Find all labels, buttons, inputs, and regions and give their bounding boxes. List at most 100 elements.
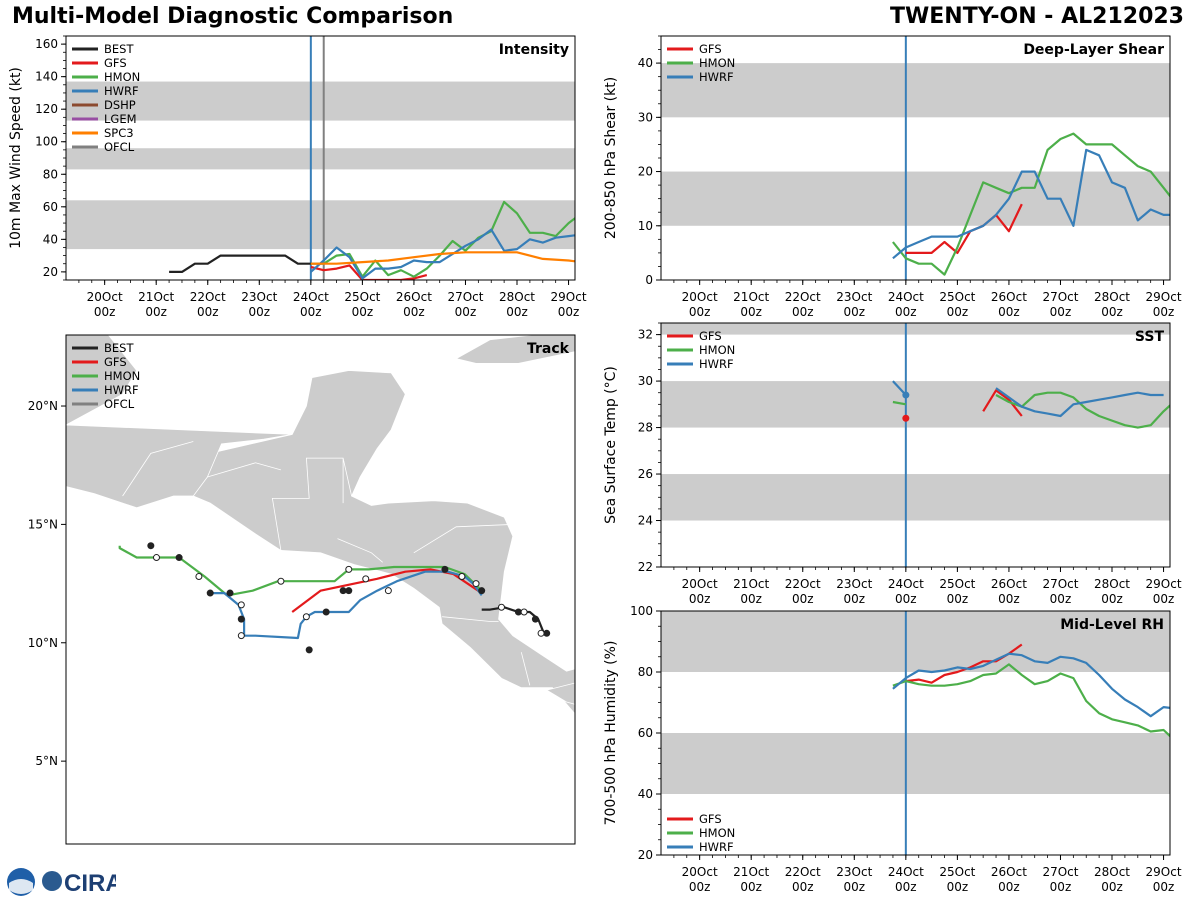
axes-frame-sst (660, 322, 1171, 568)
legend-label-intensity-hwrf: HWRF (104, 84, 139, 98)
x-tick-label-hour-intensity: 00z (249, 305, 271, 319)
x-tick-label-day-shear: 26Oct (991, 290, 1027, 304)
y-tick-label-intensity: 140 (35, 70, 58, 84)
x-tick-label-hour-rh: 00z (895, 880, 917, 894)
track-point-closed (441, 565, 449, 573)
x-tick-label-day-sst: 29Oct (1146, 577, 1182, 591)
x-tick-label-day-intensity: 25Oct (344, 290, 380, 304)
track-point-open (458, 572, 466, 580)
legend-label-shear-hmon: HMON (699, 56, 735, 70)
cira-logo-text: CIRA (64, 870, 116, 897)
y-axis-label-shear: 200-850 hPa Shear (kt) (603, 77, 619, 239)
x-tick-label-day-rh: 28Oct (1094, 865, 1130, 879)
x-tick-label-day-shear: 28Oct (1094, 290, 1130, 304)
track-point-open (520, 608, 528, 616)
plot-area-rh (661, 611, 1170, 855)
y-tick-label-intensity: 100 (35, 135, 58, 149)
x-tick-label-hour-sst: 00z (689, 592, 711, 606)
plot-area-sst (661, 323, 1170, 567)
legend-label-rh-hmon: HMON (699, 826, 735, 840)
lat-tick-label: 15°N (28, 517, 58, 531)
track-point-open (237, 601, 245, 609)
state-border-5 (520, 652, 531, 686)
y-tick-label-sst: 24 (638, 514, 653, 528)
x-tick-label-day-shear: 29Oct (1146, 290, 1182, 304)
x-tick-label-hour-rh: 00z (689, 880, 711, 894)
track-point-closed (175, 554, 183, 562)
y-tick-label-intensity: 40 (43, 232, 58, 246)
lat-tick-label: 20°N (28, 399, 58, 413)
band-sst-0 (661, 474, 1170, 521)
page-title: Multi-Model Diagnostic Comparison (12, 4, 454, 29)
x-tick-label-day-intensity: 24Oct (293, 290, 329, 304)
legend-label-shear-gfs: GFS (699, 42, 722, 56)
x-tick-label-day-shear: 25Oct (939, 290, 975, 304)
point-sst-gfs (902, 414, 910, 422)
track-point-closed (345, 587, 353, 595)
x-tick-label-day-intensity: 28Oct (499, 290, 535, 304)
band-intensity-1 (66, 148, 575, 170)
y-tick-label-sst: 28 (638, 421, 653, 435)
x-tick-label-hour-rh: 00z (947, 880, 969, 894)
panel-title-intensity: Intensity (499, 42, 569, 58)
y-axis-label-intensity: 10m Max Wind Speed (kt) (8, 67, 24, 249)
x-tick-label-hour-intensity: 00z (300, 305, 322, 319)
land-1 (66, 370, 575, 715)
x-tick-label-hour-rh: 00z (740, 880, 762, 894)
x-tick-label-hour-intensity: 00z (352, 305, 374, 319)
x-tick-label-hour-sst: 00z (998, 592, 1020, 606)
track-point-open (362, 575, 370, 583)
track-point-open (195, 572, 203, 580)
x-tick-label-hour-rh: 00z (1050, 880, 1072, 894)
plot-area-intensity (66, 36, 575, 280)
legend-label-intensity-dshp: DSHP (104, 98, 136, 112)
y-tick-label-sst: 30 (638, 374, 653, 388)
state-border-2 (337, 538, 383, 563)
x-tick-label-day-intensity: 21Oct (138, 290, 174, 304)
y-tick-label-sst: 26 (638, 467, 653, 481)
y-tick-label-rh: 40 (638, 787, 653, 801)
legend-label-sst-hmon: HMON (699, 343, 735, 357)
series-sst-gfs-0 (982, 389, 1023, 417)
series-sst-hwrf-4 (995, 387, 1164, 418)
y-tick-label-shear: 10 (638, 219, 653, 233)
y-tick-label-shear: 30 (638, 110, 653, 124)
x-tick-label-day-rh: 23Oct (836, 865, 872, 879)
land-4 (545, 682, 575, 705)
x-tick-label-hour-sst: 00z (1050, 592, 1072, 606)
y-axis-label-rh: 700-500 hPa Humidity (%) (603, 641, 619, 826)
legend-label-rh-gfs: GFS (699, 812, 722, 826)
track-point-closed (322, 608, 330, 616)
cira-logo: CIRA (6, 866, 123, 902)
y-tick-label-sst: 22 (638, 560, 653, 574)
series-sst-hmon-2 (995, 391, 1170, 429)
x-tick-label-day-shear: 23Oct (836, 290, 872, 304)
x-tick-label-hour-intensity: 00z (94, 305, 116, 319)
track-point-open (277, 577, 285, 585)
legend-label-track-ofcl: OFCL (104, 397, 135, 411)
x-tick-label-hour-sst: 00z (792, 592, 814, 606)
series-intensity-hwrf-3 (310, 228, 575, 280)
axes-frame-track (65, 334, 576, 845)
x-tick-label-hour-intensity: 00z (506, 305, 528, 319)
x-tick-label-day-sst: 27Oct (1042, 577, 1078, 591)
y-axis-label-sst: Sea Surface Temp (°C) (603, 366, 619, 524)
x-tick-label-hour-shear: 00z (792, 305, 814, 319)
plot-area-track (66, 335, 575, 844)
x-tick-label-day-rh: 27Oct (1042, 865, 1078, 879)
band-rh-0 (661, 733, 1170, 794)
state-border-6 (207, 462, 282, 478)
x-tick-label-day-sst: 23Oct (836, 577, 872, 591)
x-tick-label-day-rh: 29Oct (1146, 865, 1182, 879)
x-tick-label-hour-rh: 00z (1153, 880, 1175, 894)
x-tick-label-day-intensity: 27Oct (447, 290, 483, 304)
x-tick-label-day-shear: 24Oct (888, 290, 924, 304)
y-tick-label-shear: 0 (645, 273, 653, 287)
x-tick-label-hour-shear: 00z (998, 305, 1020, 319)
x-tick-label-day-intensity: 26Oct (396, 290, 432, 304)
x-tick-label-hour-shear: 00z (844, 305, 866, 319)
x-tick-label-day-shear: 22Oct (785, 290, 821, 304)
axes-frame-intensity (65, 35, 576, 281)
track-point-closed (531, 615, 539, 623)
